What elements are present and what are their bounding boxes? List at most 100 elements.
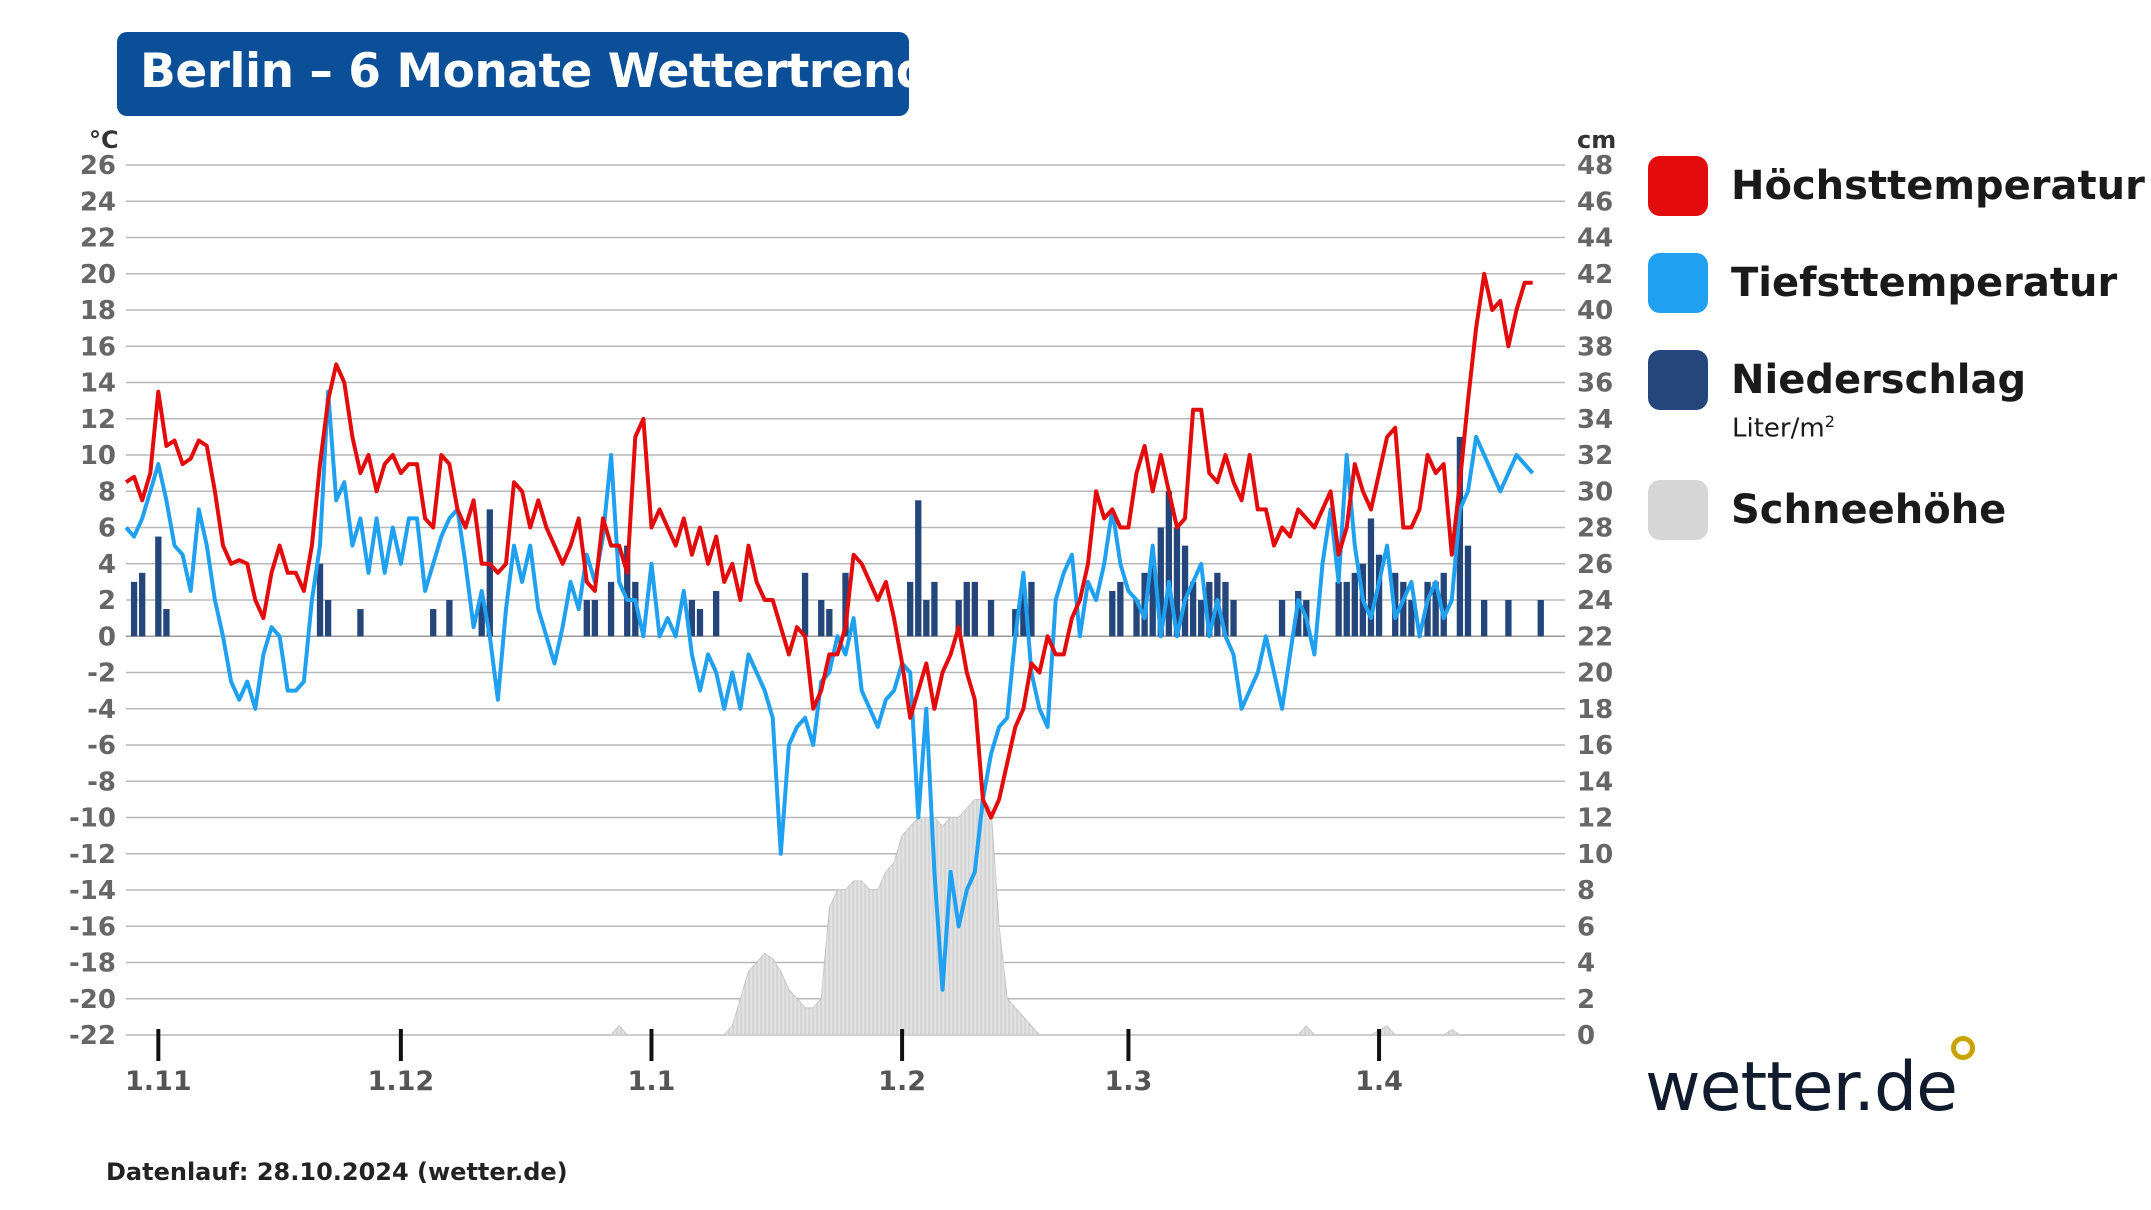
x-tick-label: 1.2 — [878, 1066, 926, 1097]
y-right-tick-label: 24 — [1577, 586, 1613, 616]
legend-item-max-temp: Höchsttemperatur — [1648, 156, 2145, 216]
precipitation-bar — [1537, 600, 1544, 637]
legend-swatch-precipitation — [1648, 350, 1708, 410]
precipitation-bar — [1028, 581, 1035, 637]
y-right-tick-label: 2 — [1577, 985, 1595, 1015]
y-left-tick-label: -20 — [69, 985, 116, 1015]
precipitation-bar — [1408, 600, 1415, 637]
precipitation-bar — [826, 609, 833, 637]
x-tick-label: 1.4 — [1355, 1066, 1403, 1097]
y-right-tick-label: 14 — [1577, 767, 1613, 797]
y-right-tick-label: 26 — [1577, 550, 1613, 580]
y-right-tick-label: 12 — [1577, 804, 1613, 834]
precipitation-bar — [591, 600, 599, 637]
data-run-footer: Datenlauf: 28.10.2024 (wetter.de) — [106, 1158, 568, 1186]
y-left-tick-label: -12 — [69, 840, 116, 870]
precipitation-bar — [1206, 581, 1213, 637]
x-tick-label: 1.3 — [1105, 1066, 1153, 1097]
precipitation-bar — [1109, 590, 1116, 637]
precipitation-bar — [907, 581, 914, 637]
legend-precipitation-unit: Liter/m2 — [1732, 412, 1835, 444]
y-axis-right: 0246810121416182022242628303234363840424… — [1577, 151, 1613, 1051]
y-right-tick-label: 42 — [1577, 260, 1613, 290]
y-left-tick-label: 18 — [80, 296, 116, 326]
legend-label-snow: Schneehöhe — [1731, 487, 2007, 533]
precipitation-bar — [688, 600, 696, 637]
precipitation-bar — [1165, 491, 1173, 637]
max-temperature-line — [124, 271, 1533, 820]
y-right-tick-label: 22 — [1577, 622, 1613, 652]
y-left-tick-label: -16 — [69, 912, 116, 942]
precipitation-bar — [963, 581, 970, 637]
y-left-tick-label: 14 — [80, 369, 116, 399]
legend-item-min-temp: Tiefsttemperatur — [1648, 253, 2117, 313]
y-left-tick-label: 2 — [98, 586, 116, 616]
precipitation-bar — [583, 600, 590, 637]
y-right-tick-label: 8 — [1577, 876, 1595, 906]
precipitation-bar — [163, 609, 170, 637]
y-left-tick-label: -14 — [69, 876, 116, 906]
y-left-tick-label: 10 — [80, 441, 116, 471]
y-left-tick-label: 8 — [98, 477, 116, 507]
precipitation-bar — [1157, 527, 1164, 637]
precipitation-bar — [1464, 545, 1472, 637]
precipitation-bar — [1432, 581, 1439, 637]
precipitation-bar — [1375, 554, 1383, 637]
x-axis: 1.11 1.12 1.1 1.2 1.3 1.4 — [125, 1029, 1403, 1097]
y-right-tick-label: 30 — [1577, 477, 1613, 507]
precipitation-bar — [923, 600, 930, 637]
y-left-tick-label: -18 — [69, 949, 116, 979]
y-right-tick-label: 40 — [1577, 296, 1613, 326]
legend-item-precipitation: Niederschlag — [1648, 350, 2026, 410]
y-left-tick-label: 12 — [80, 405, 116, 435]
y-left-tick-label: 6 — [98, 514, 116, 544]
precipitation-bar — [1400, 581, 1407, 637]
precipitation-bar — [1149, 563, 1156, 637]
precipitation-bar — [1351, 572, 1358, 637]
y-right-tick-label: 18 — [1577, 695, 1613, 725]
precipitation-bar — [955, 600, 962, 637]
precipitation-bar — [971, 581, 979, 637]
precipitation-bar — [478, 600, 485, 637]
y-left-tick-label: 4 — [98, 550, 116, 580]
precipitation-bar — [1440, 572, 1447, 637]
precipitation-bar — [1117, 581, 1124, 637]
y-left-tick-label: 22 — [80, 224, 116, 254]
y-right-tick-label: 6 — [1577, 912, 1595, 942]
precipitation-bar — [324, 600, 332, 637]
precipitation-bar — [801, 572, 809, 637]
y-right-tick-label: 38 — [1577, 332, 1613, 362]
y-right-tick-label: 32 — [1577, 441, 1613, 471]
y-right-tick-label: 44 — [1577, 224, 1613, 254]
precipitation-bar — [430, 609, 437, 637]
legend-label-min-temp: Tiefsttemperatur — [1731, 260, 2118, 306]
y-right-tick-label: 34 — [1577, 405, 1613, 435]
precipitation-bar — [607, 581, 615, 637]
precipitation-bar — [139, 572, 146, 637]
precipitation-bar — [624, 545, 631, 637]
precipitation-bar — [1295, 590, 1302, 637]
y-right-tick-label: 16 — [1577, 731, 1613, 761]
y-left-tick-label: -8 — [87, 767, 116, 797]
y-right-tick-label: 20 — [1577, 659, 1613, 689]
precipitation-bar — [1278, 600, 1286, 637]
y-right-tick-label: 0 — [1577, 1021, 1595, 1051]
precipitation-bar — [1456, 436, 1464, 637]
y-left-tick-label: -4 — [87, 695, 116, 725]
precipitation-bar — [1181, 545, 1189, 637]
precipitation-bar — [696, 609, 704, 637]
precipitation-bar — [1343, 581, 1350, 637]
y-right-tick-label: 4 — [1577, 949, 1595, 979]
y-right-tick-label: 28 — [1577, 514, 1613, 544]
wetter-logo[interactable]: wetter.de — [1645, 1048, 1958, 1127]
legend-label-max-temp: Höchsttemperatur — [1731, 163, 2145, 209]
precipitation-bar — [486, 509, 493, 637]
precipitation-bar — [1367, 518, 1375, 637]
legend-swatch-min-temp — [1648, 253, 1708, 313]
precipitation-bar — [1335, 581, 1342, 637]
y-left-tick-label: 24 — [80, 187, 116, 217]
unit-superscript: 2 — [1824, 412, 1835, 431]
precipitation-bar — [130, 581, 138, 637]
x-tick-label: 1.12 — [368, 1066, 435, 1097]
